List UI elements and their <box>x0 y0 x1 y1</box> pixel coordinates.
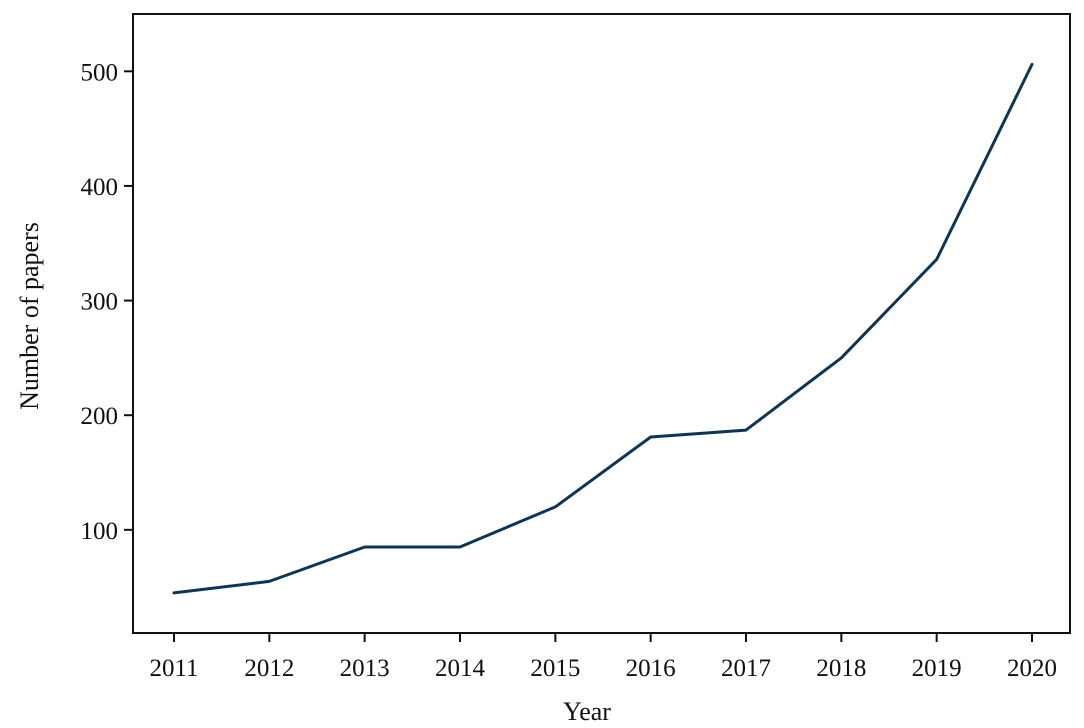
y-axis: 100 200 300 400 500 <box>81 59 133 545</box>
x-axis-title: Year <box>563 697 611 726</box>
x-tick-label: 2017 <box>721 655 771 682</box>
x-tick-label: 2020 <box>1007 655 1057 682</box>
x-tick-label: 2011 <box>149 655 198 682</box>
x-tick-label: 2014 <box>435 655 486 682</box>
y-axis-title: Number of papers <box>15 222 44 410</box>
x-axis: 2011 2012 2013 2014 2015 2016 2017 2018 2019 2020 <box>149 633 1057 682</box>
y-tick-label: 400 <box>81 174 119 201</box>
y-tick-label: 200 <box>81 403 119 430</box>
series-line <box>172 62 1034 595</box>
x-tick-label: 2013 <box>340 655 390 682</box>
y-tick-label: 500 <box>81 59 119 86</box>
x-tick-label: 2012 <box>244 655 294 682</box>
y-tick-label: 100 <box>81 518 119 545</box>
x-tick-label: 2016 <box>626 655 676 682</box>
plot-frame <box>132 13 1071 634</box>
y-tick-label: 300 <box>81 289 119 316</box>
x-tick-label: 2018 <box>816 655 866 682</box>
x-tick-label: 2019 <box>912 655 962 682</box>
x-tick-label: 2015 <box>530 655 580 682</box>
